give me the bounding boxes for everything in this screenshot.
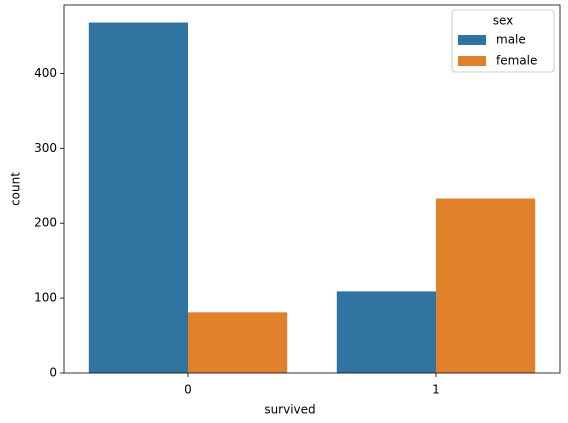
y-tick-label: 300 <box>34 141 57 155</box>
legend-title: sex <box>493 14 514 28</box>
legend: sex male female <box>451 9 555 73</box>
legend-swatch <box>458 35 486 45</box>
legend-label: male <box>496 33 526 47</box>
bar <box>336 291 436 373</box>
y-tick-label: 0 <box>49 366 57 380</box>
legend-label: female <box>496 54 537 68</box>
y-tick-label: 100 <box>34 291 57 305</box>
bar <box>436 198 536 373</box>
x-tick-label: 0 <box>184 383 192 397</box>
bar <box>88 22 188 374</box>
plot-frame <box>63 4 561 374</box>
y-tick-label: 400 <box>34 66 57 80</box>
legend-swatch <box>458 56 486 66</box>
y-tick-label: 200 <box>34 216 57 230</box>
y-axis-label: count <box>9 172 23 206</box>
x-axis-label: survived <box>264 403 315 417</box>
bar <box>188 312 288 373</box>
x-tick-label: 1 <box>432 383 440 397</box>
